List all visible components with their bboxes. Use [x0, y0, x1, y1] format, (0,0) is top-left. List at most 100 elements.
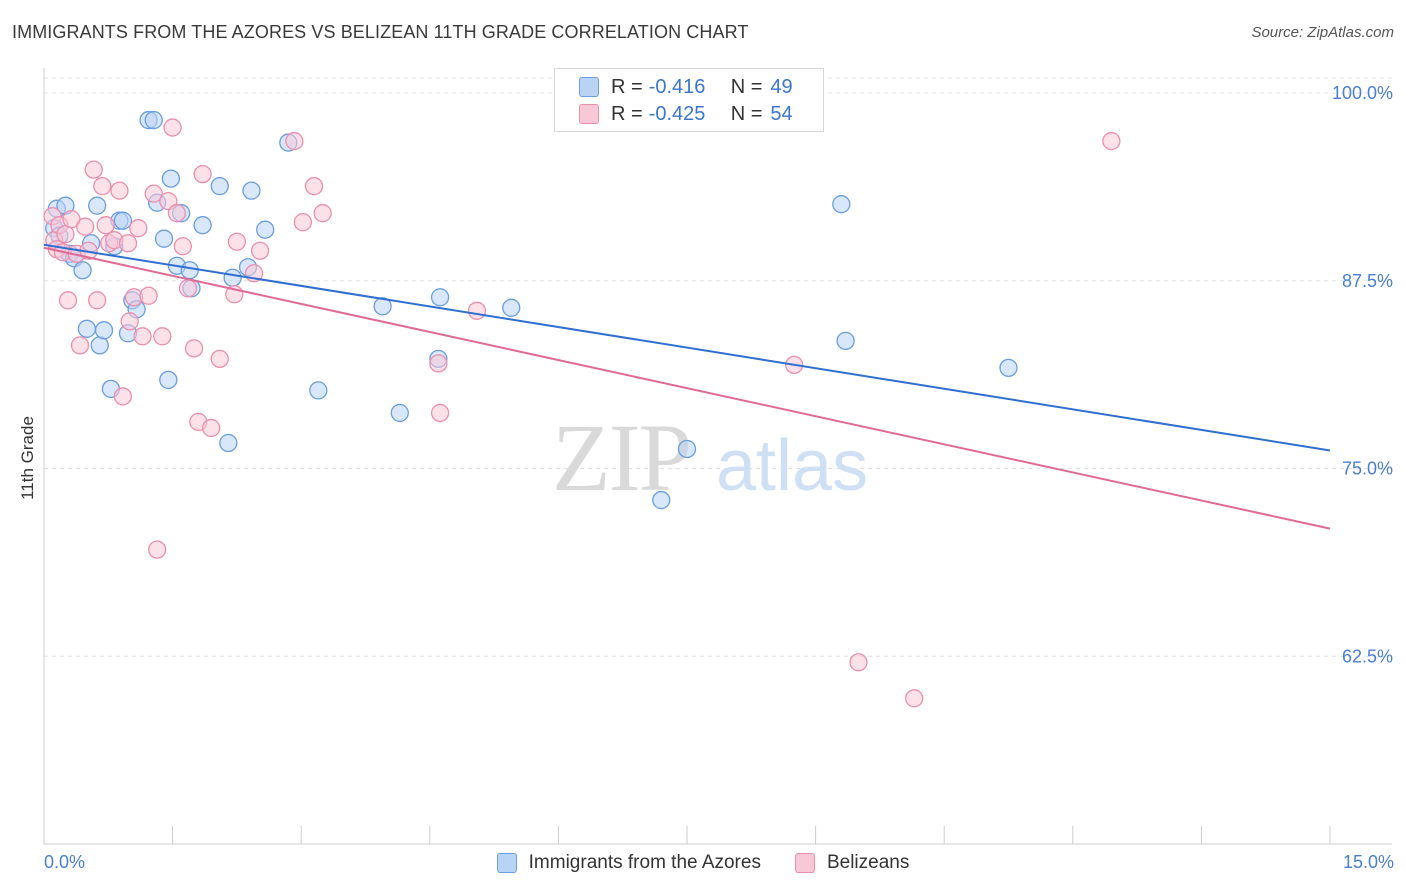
grid-lines: [44, 77, 1392, 657]
azores-point-44: [677, 439, 697, 459]
belizeans-point-31: [167, 204, 187, 223]
series-legend: Immigrants from the Azores Belizeans: [0, 852, 1406, 874]
belizeans-legend-swatch: [794, 853, 815, 873]
belizeans-point-10: [76, 217, 95, 236]
belizeans-point-49: [467, 301, 487, 320]
belizeans-point-27: [148, 540, 167, 559]
azores-point-29: [193, 216, 212, 235]
belizeans-point-18: [110, 181, 129, 200]
azores-point-27: [180, 261, 199, 280]
belizeans-swatch: [579, 104, 599, 124]
belizeans-point-48: [430, 403, 450, 423]
belizeans-point-20: [118, 234, 138, 253]
watermark-atlas: atlas: [716, 426, 868, 506]
trend-lines: [43, 243, 1331, 530]
belizeans-point-34: [184, 339, 204, 358]
belizeans-point-15: [96, 216, 115, 235]
belizeans-point-33: [178, 279, 198, 298]
belizeans-point-45: [304, 176, 324, 196]
belizeans-point-21: [120, 312, 139, 331]
n-label: N =: [730, 102, 763, 125]
belizeans-point-30: [163, 118, 182, 137]
r-label: R =: [611, 75, 643, 98]
belizeans-point-47: [429, 354, 448, 373]
azores-point-23: [159, 370, 178, 390]
belizeans-point-38: [210, 349, 229, 369]
legend-label-azores: Immigrants from the Azores: [528, 852, 761, 873]
belizeans-point-44: [293, 213, 313, 232]
azores-legend-swatch: [496, 853, 517, 873]
belizeans-point-6: [58, 291, 78, 310]
watermark: ZIP atlas: [552, 404, 868, 511]
legend-item-azores[interactable]: Immigrants from the Azores: [496, 852, 761, 874]
belizeans-point-40: [227, 232, 247, 251]
stats-legend-row-belizeans: R = -0.425 N = 54: [555, 100, 793, 128]
azores-point-32: [223, 268, 242, 287]
azores-point-43: [652, 490, 671, 510]
y-tick-label-3: 100.0%: [1332, 83, 1393, 103]
azores-point-30: [210, 176, 229, 196]
belizeans-point-23: [129, 219, 148, 238]
azores-point-37: [309, 381, 328, 400]
azores-trend-line: [43, 243, 1331, 452]
azores-point-34: [242, 181, 261, 200]
source-credit: Source: ZipAtlas.com: [1251, 24, 1394, 41]
azores-point-42: [502, 298, 521, 317]
r-value: -0.416: [648, 75, 706, 98]
belizeans-point-25: [139, 286, 158, 305]
azores-point-24: [161, 169, 181, 188]
belizeans-point-28: [153, 327, 172, 346]
belizeans-point-32: [173, 237, 193, 256]
n-label: N =: [730, 75, 763, 98]
azores-point-46: [836, 331, 855, 350]
belizeans-point-43: [285, 131, 304, 151]
y-tick-label-2: 87.5%: [1342, 271, 1393, 291]
legend-label-belizeans: Belizeans: [826, 852, 910, 873]
belizeans-point-46: [313, 204, 332, 223]
azores-point-22: [154, 229, 174, 248]
azores-point-6: [73, 261, 92, 280]
belizeans-point-51: [849, 653, 868, 672]
belizeans-point-12: [84, 160, 103, 179]
x-tick-label-min: 0.0%: [44, 852, 86, 872]
azores-point-11: [94, 321, 114, 340]
n-value: 49: [770, 75, 793, 98]
n-value: 54: [770, 102, 793, 125]
belizeans-point-24: [133, 327, 152, 346]
azores-point-45: [832, 195, 851, 214]
azores-point-9: [88, 196, 107, 215]
chart-title: IMMIGRANTS FROM THE AZORES VS BELIZEAN 1…: [12, 22, 749, 42]
r-label: R =: [611, 102, 643, 125]
azores-point-35: [256, 220, 275, 239]
belizeans-point-52: [905, 689, 924, 708]
x-tick-label-max: 15.0%: [1342, 852, 1394, 872]
y-tick-label-1: 75.0%: [1342, 459, 1393, 479]
azores-point-47: [999, 358, 1018, 378]
azores-point-15: [113, 211, 133, 230]
belizeans-point-14: [93, 176, 112, 196]
watermark-zip: ZIP: [552, 404, 690, 511]
legend-item-belizeans[interactable]: Belizeans: [794, 852, 910, 874]
belizeans-trend-line: [43, 246, 1331, 530]
stats-legend-row-azores: R = -0.416 N = 49: [555, 73, 793, 101]
azores-point-38: [373, 297, 392, 316]
azores-point-31: [219, 433, 238, 453]
azores-point-7: [77, 319, 97, 338]
azores-point-41: [430, 288, 450, 307]
y-tick-labels: 62.5% 75.0% 87.5% 100.0%: [1332, 83, 1393, 666]
belizeans-point-37: [202, 418, 221, 438]
belizeans-point-36: [193, 164, 212, 184]
azores-point-39: [390, 403, 409, 423]
belizeans-point-42: [250, 241, 270, 260]
azores-swatch: [579, 77, 599, 97]
belizeans-point-13: [88, 291, 107, 310]
belizeans-point-9: [70, 336, 90, 355]
belizeans-point-53: [1102, 131, 1121, 151]
belizeans-point-19: [113, 387, 133, 406]
azores-point-10: [90, 336, 109, 355]
y-tick-label-0: 62.5%: [1342, 646, 1393, 666]
azores-point-20: [144, 110, 163, 130]
stats-legend: R = -0.416 N = 49 R = -0.425 N = 54: [554, 68, 824, 132]
r-value: -0.425: [648, 102, 706, 125]
